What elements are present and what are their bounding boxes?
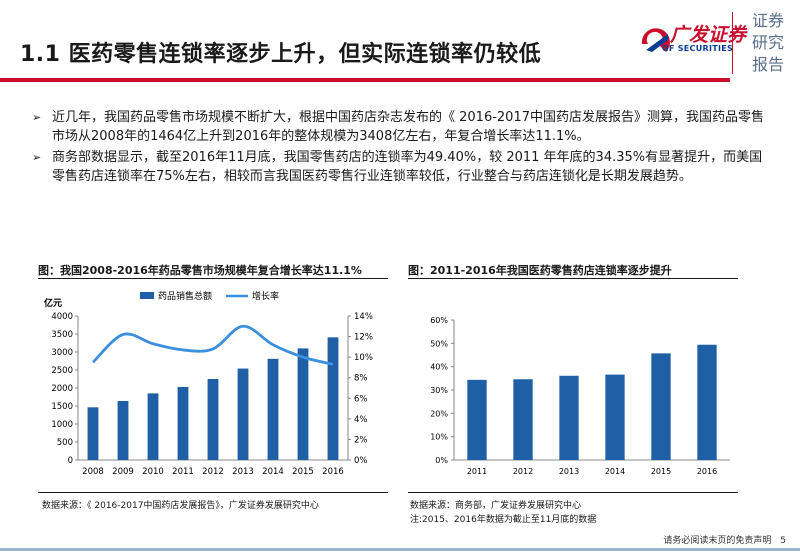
y2-tick-label: 12% bbox=[354, 333, 373, 343]
x-tick-label: 2014 bbox=[262, 467, 284, 477]
y2-tick-label: 0% bbox=[354, 456, 368, 466]
right-caption-rule bbox=[408, 278, 738, 279]
footer-rule bbox=[0, 548, 800, 551]
title-rule bbox=[0, 78, 730, 82]
growth-rate-line bbox=[92, 324, 334, 366]
y-tick-label: 2500 bbox=[51, 366, 73, 376]
bar bbox=[513, 379, 533, 460]
header-divider bbox=[732, 12, 733, 74]
bar bbox=[147, 393, 159, 460]
gf-logo-icon bbox=[641, 28, 670, 52]
y-tick-label: 40% bbox=[430, 363, 448, 372]
y2-tick-label: 2% bbox=[354, 435, 368, 445]
side-label: 证券 研究 报告 bbox=[748, 10, 788, 76]
left-caption-rule bbox=[38, 278, 388, 279]
bar bbox=[87, 407, 99, 460]
x-tick-label: 2015 bbox=[292, 467, 314, 477]
left-chart: 亿元 药品销售总额 增长率 0 500 1000 1500 2000 2500 3000 3500 4… bbox=[44, 290, 373, 477]
bar bbox=[559, 375, 579, 460]
y-tick-label: 500 bbox=[57, 438, 73, 448]
x-tick-label: 2014 bbox=[605, 467, 625, 476]
disclaimer-text: 请务必阅读末页的免责声明 bbox=[663, 536, 772, 546]
bar bbox=[117, 400, 129, 460]
bullet-list: ➢ 近几年，我国药品零售市场规模不断扩大，根据中国药店杂志发布的《 2016-2… bbox=[32, 108, 772, 188]
bullet-text: 近几年，我国药品零售市场规模不断扩大，根据中国药店杂志发布的《 2016-201… bbox=[52, 110, 764, 144]
legend-label: 药品销售总额 bbox=[158, 290, 212, 302]
y-tick-label: 3000 bbox=[51, 348, 73, 358]
x-tick-label: 2012 bbox=[513, 467, 533, 476]
y-tick-label: 60% bbox=[430, 316, 448, 325]
x-tick-label: 2011 bbox=[172, 467, 194, 477]
bar bbox=[697, 344, 717, 460]
y2-tick-label: 4% bbox=[354, 415, 368, 425]
left-source: 数据来源：《 2016-2017中国药店发展报告》，广发证券发展研究中心 bbox=[42, 501, 319, 511]
y2-tick-label: 6% bbox=[354, 394, 368, 404]
bullet-text: 商务部数据显示，截至2016年11月底，我国零售药店的连锁率为49.40%，较 … bbox=[52, 150, 763, 184]
x-tick-label: 2016 bbox=[697, 467, 717, 476]
right-source-note: 注:2015、2016年数据为截止至11月底的数据 bbox=[410, 515, 597, 525]
y-tick-label: 4000 bbox=[51, 312, 73, 322]
y-tick-label: 10% bbox=[430, 433, 448, 442]
bar bbox=[297, 348, 309, 460]
y-axis-unit: 亿元 bbox=[44, 297, 62, 309]
y-tick-label: 1000 bbox=[51, 420, 73, 430]
logo-text: 广发证券 bbox=[670, 24, 747, 46]
x-tick-label: 2015 bbox=[651, 467, 671, 476]
y-tick-label: 3500 bbox=[51, 330, 73, 340]
y-tick-label: 50% bbox=[430, 339, 448, 348]
bar bbox=[237, 368, 249, 460]
footer: 请务必阅读末页的免责声明 5 bbox=[663, 533, 786, 546]
y-tick-label: 20% bbox=[430, 409, 448, 418]
side-label-line: 报告 bbox=[751, 55, 784, 74]
side-label-line: 证券 bbox=[751, 11, 784, 30]
bar bbox=[327, 337, 339, 460]
list-item: ➢ 近几年，我国药品零售市场规模不断扩大，根据中国药店杂志发布的《 2016-2… bbox=[32, 108, 772, 146]
side-label-line: 研究 bbox=[751, 33, 784, 52]
right-chart: 0% 10% 20% 30% 40% 50% 60% 2011 2012 2013 2014 2015… bbox=[430, 316, 730, 476]
left-source-rule bbox=[38, 492, 388, 493]
bullet-arrow-icon: ➢ bbox=[32, 111, 42, 124]
y-tick-label: 2000 bbox=[51, 384, 73, 394]
right-source-rule bbox=[408, 492, 738, 493]
bar bbox=[651, 353, 671, 460]
left-chart-caption: 图：我国2008-2016年药品零售市场规模年复合增长率达11.1% bbox=[38, 264, 362, 277]
x-tick-label: 2012 bbox=[202, 467, 224, 477]
legend-label: 增长率 bbox=[252, 290, 279, 302]
y2-tick-label: 8% bbox=[354, 374, 368, 384]
x-tick-label: 2016 bbox=[322, 467, 344, 477]
page-title: 1.1 医药零售连锁率逐步上升，但实际连锁率仍较低 bbox=[20, 42, 542, 67]
x-tick-label: 2013 bbox=[232, 467, 254, 477]
bar bbox=[267, 358, 279, 460]
x-tick-label: 2009 bbox=[112, 467, 134, 477]
logo-subtext: GF SECURITIES bbox=[662, 44, 734, 53]
bar bbox=[467, 379, 487, 460]
y-tick-label: 1500 bbox=[51, 402, 73, 412]
right-chart-caption: 图：2011-2016年我国医药零售药店连锁率逐步提升 bbox=[408, 264, 672, 277]
y2-tick-label: 14% bbox=[354, 312, 373, 322]
x-tick-label: 2010 bbox=[142, 467, 164, 477]
bar bbox=[207, 379, 219, 460]
bullet-arrow-icon: ➢ bbox=[32, 151, 42, 164]
x-tick-label: 2008 bbox=[82, 467, 104, 477]
bar bbox=[177, 386, 189, 460]
bar bbox=[605, 374, 625, 460]
y2-tick-label: 10% bbox=[354, 353, 373, 363]
legend-swatch-bar bbox=[140, 292, 154, 299]
x-tick-label: 2011 bbox=[467, 467, 487, 476]
list-item: ➢ 商务部数据显示，截至2016年11月底，我国零售药店的连锁率为49.40%，… bbox=[32, 148, 772, 186]
y-tick-label: 30% bbox=[430, 386, 448, 395]
x-tick-label: 2013 bbox=[559, 467, 579, 476]
right-source: 数据来源：商务部，广发证券发展研究中心 bbox=[410, 501, 582, 511]
y-tick-label: 0 bbox=[68, 456, 73, 466]
y-tick-label: 0% bbox=[435, 456, 448, 465]
page-number: 5 bbox=[780, 536, 786, 546]
